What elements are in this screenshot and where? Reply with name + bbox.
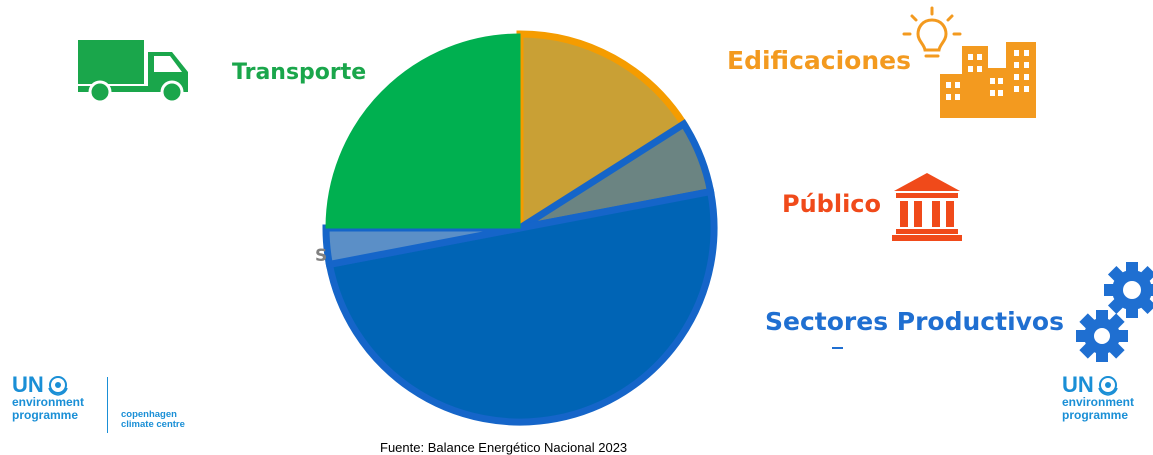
un-emblem-icon xyxy=(48,376,68,396)
label-edificaciones: Edificaciones xyxy=(727,46,911,75)
unep-right-line2: programme xyxy=(1062,408,1129,422)
unep-right-line1: environment xyxy=(1062,395,1135,409)
un-emblem-icon xyxy=(1098,376,1118,396)
divider-dash xyxy=(832,347,843,349)
truck-icon xyxy=(78,40,188,104)
lightbulb-icon xyxy=(902,6,962,58)
logo-divider xyxy=(107,377,108,433)
label-transporte: Transporte xyxy=(232,60,367,85)
ccc-line1: copenhagen xyxy=(121,409,177,420)
unep-line2: programme xyxy=(12,408,79,422)
unep-un-text-right: UN xyxy=(1062,372,1094,397)
ccc-line2: climate centre xyxy=(121,419,185,430)
unep-line1: environment xyxy=(12,395,85,409)
unep-logo-right: UN environment programme xyxy=(1062,374,1134,422)
government-building-icon xyxy=(892,173,962,241)
label-s: S xyxy=(315,246,328,266)
source-note: Fuente: Balance Energético Nacional 2023 xyxy=(380,440,628,455)
gears-icon xyxy=(1076,262,1153,362)
unep-logo-left: UN environment programme xyxy=(12,374,84,422)
pie-slice-transporte xyxy=(325,33,521,229)
pie-slice-edificaciones xyxy=(516,30,689,235)
ccc-logo: copenhagen climate centre xyxy=(121,410,185,430)
label-publico: Público xyxy=(782,190,882,218)
buildings-icon xyxy=(940,42,1036,118)
unep-un-text: UN xyxy=(12,372,44,397)
label-sectores-productivos: Sectores Productivos xyxy=(765,307,1064,336)
